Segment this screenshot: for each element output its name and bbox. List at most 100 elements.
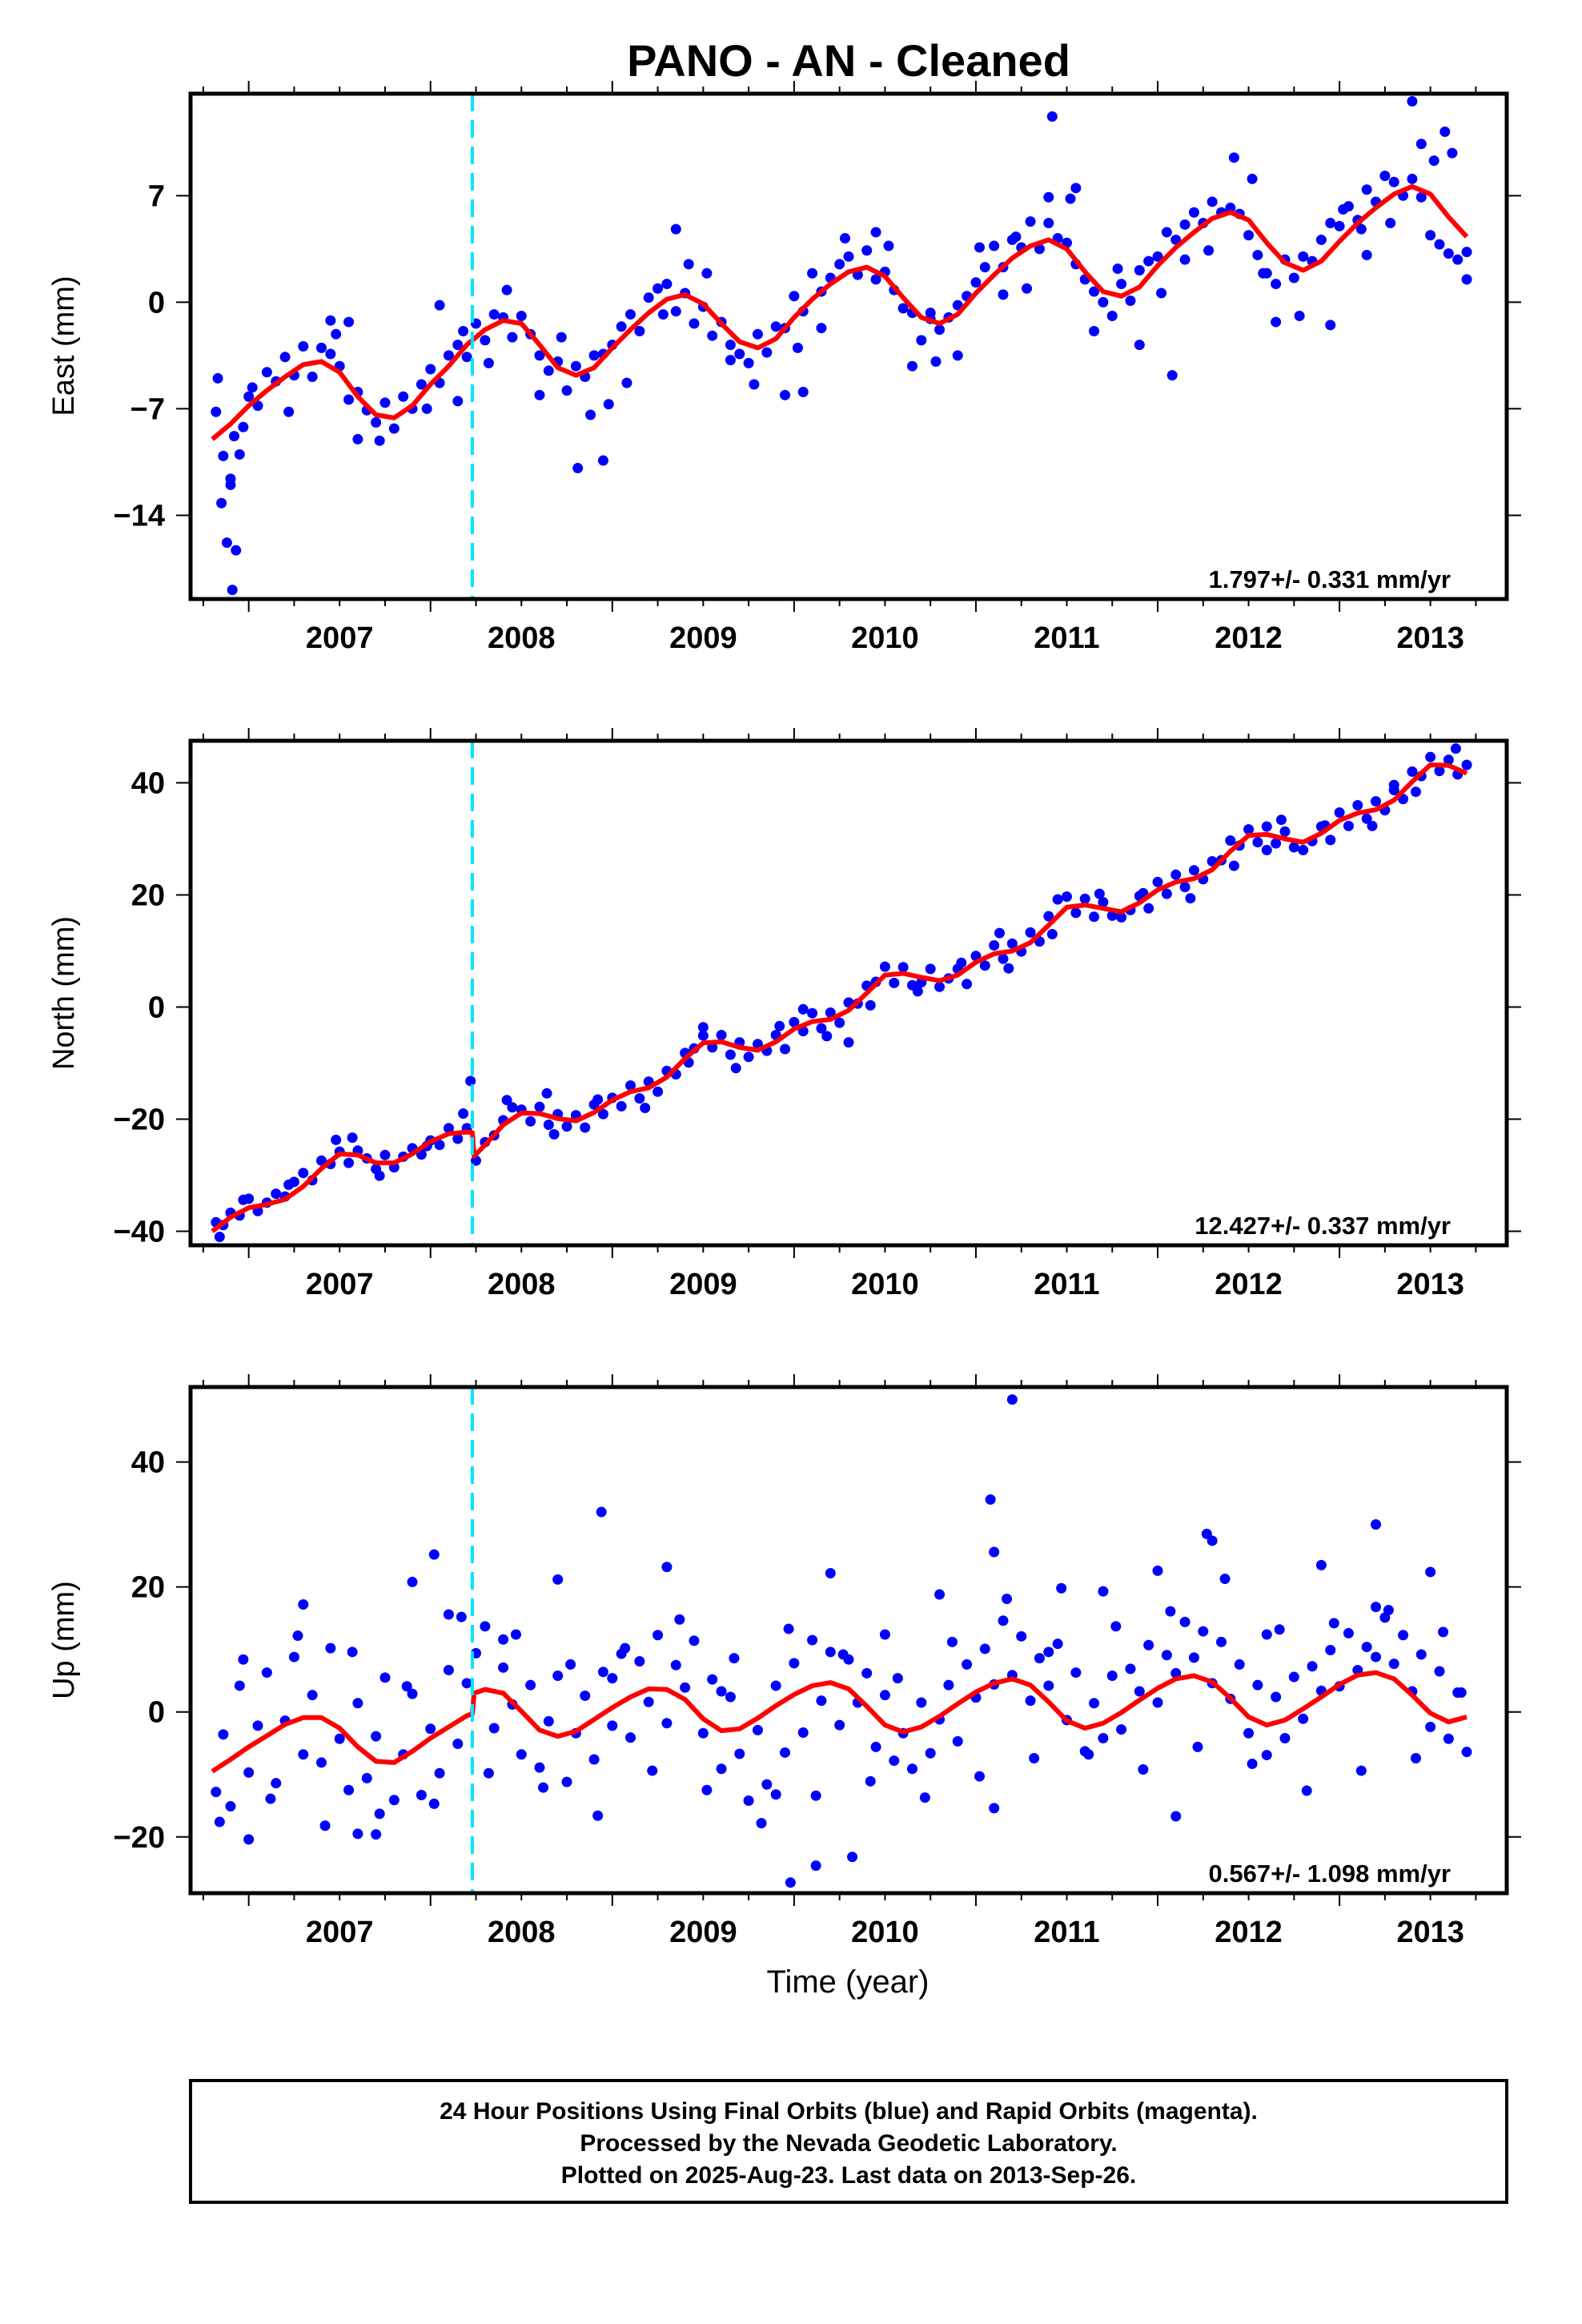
data-point <box>225 1801 236 1812</box>
data-point <box>283 406 295 417</box>
y-tick-label: 0 <box>148 286 165 320</box>
data-point <box>1138 1764 1149 1775</box>
data-point <box>1152 1565 1163 1576</box>
data-point <box>374 1808 385 1819</box>
data-point <box>218 1729 229 1740</box>
data-point <box>625 1732 636 1743</box>
data-point <box>561 1776 572 1787</box>
up-panel: 2007 2008 2009 2010 2011 2012 2013 40 20 0 −20 Up (… <box>47 1374 1521 1949</box>
data-point <box>1152 1697 1163 1708</box>
data-point <box>789 1658 800 1669</box>
data-point <box>1029 1752 1040 1763</box>
data-point <box>839 233 850 244</box>
data-point <box>1371 1651 1382 1663</box>
data-point <box>216 497 227 509</box>
data-point <box>307 1690 318 1701</box>
data-point <box>680 1682 691 1693</box>
data-point <box>1343 1627 1354 1638</box>
data-point <box>452 396 464 407</box>
data-point <box>388 423 400 434</box>
data-point <box>1279 826 1291 837</box>
data-point <box>825 1568 836 1579</box>
up-plot-frame <box>188 1385 1509 1896</box>
data-point <box>1185 893 1196 904</box>
data-point <box>488 1723 500 1734</box>
data-point <box>543 1120 554 1130</box>
data-point <box>1161 1650 1172 1661</box>
data-point <box>561 385 572 396</box>
x-tick-label: 2012 <box>1215 621 1283 655</box>
data-point <box>1089 911 1100 923</box>
data-point <box>998 289 1009 300</box>
data-point <box>879 1690 890 1701</box>
data-point <box>725 340 736 351</box>
data-point <box>883 240 894 251</box>
data-point <box>761 1779 773 1790</box>
data-point <box>283 1179 295 1190</box>
data-point <box>1165 1606 1176 1617</box>
data-point <box>1052 894 1063 905</box>
data-point <box>789 1016 800 1027</box>
data-point <box>452 1133 464 1144</box>
data-point <box>1407 96 1418 107</box>
data-point <box>580 1122 591 1133</box>
data-point <box>572 463 584 474</box>
y-tick-label: 0 <box>148 991 165 1025</box>
data-point <box>347 1132 358 1144</box>
data-point <box>1252 1679 1263 1691</box>
data-point <box>1328 1618 1339 1629</box>
data-point <box>534 1101 545 1112</box>
data-point <box>238 1194 249 1205</box>
data-point <box>1252 249 1263 260</box>
y-tick-label: 40 <box>131 1446 165 1480</box>
data-point <box>1443 1733 1454 1744</box>
data-point <box>343 316 355 328</box>
x-tick-label: 2007 <box>306 1916 374 1949</box>
data-point <box>1407 766 1418 777</box>
east-panel: 2007 2008 2009 2010 2011 2012 2013 7 0 −7 −14 East … <box>47 81 1521 655</box>
data-point <box>211 1787 222 1798</box>
data-point <box>525 1679 536 1691</box>
data-point <box>674 1614 685 1625</box>
data-point <box>1275 814 1287 826</box>
data-point <box>434 1767 445 1779</box>
data-point <box>725 1049 736 1060</box>
x-tick-label: 2011 <box>1034 1268 1099 1301</box>
data-point <box>916 335 927 346</box>
data-point <box>1315 234 1327 245</box>
data-point <box>1434 766 1445 777</box>
data-point <box>640 1103 651 1113</box>
data-point <box>670 1659 681 1671</box>
data-point <box>221 537 232 549</box>
data-point <box>956 957 967 968</box>
data-point <box>1388 1659 1399 1670</box>
data-point <box>780 389 791 400</box>
data-point <box>1243 1727 1255 1739</box>
data-point <box>770 1680 781 1691</box>
data-point <box>962 1659 973 1670</box>
x-axis-label: Time (year) <box>767 1964 930 2000</box>
data-point <box>1234 1659 1245 1670</box>
data-point <box>1225 203 1236 214</box>
data-point <box>516 1749 527 1760</box>
data-point <box>1025 216 1036 227</box>
data-point <box>334 1733 345 1744</box>
data-point <box>1134 264 1145 275</box>
data-point <box>837 1649 849 1660</box>
data-point <box>1170 1667 1182 1679</box>
data-point <box>620 1642 631 1654</box>
data-point <box>780 1043 791 1055</box>
data-point <box>1361 249 1372 260</box>
data-point <box>625 309 636 320</box>
data-point <box>1425 1721 1436 1732</box>
data-point <box>1452 254 1464 265</box>
data-point <box>1355 1765 1367 1776</box>
data-point <box>398 391 409 402</box>
data-point <box>488 309 500 320</box>
data-point <box>428 1798 440 1809</box>
data-point <box>1043 1680 1054 1691</box>
data-point <box>1325 1644 1336 1655</box>
data-point <box>1461 247 1472 258</box>
data-point <box>597 455 608 466</box>
x-tick-label: 2010 <box>851 1268 919 1301</box>
